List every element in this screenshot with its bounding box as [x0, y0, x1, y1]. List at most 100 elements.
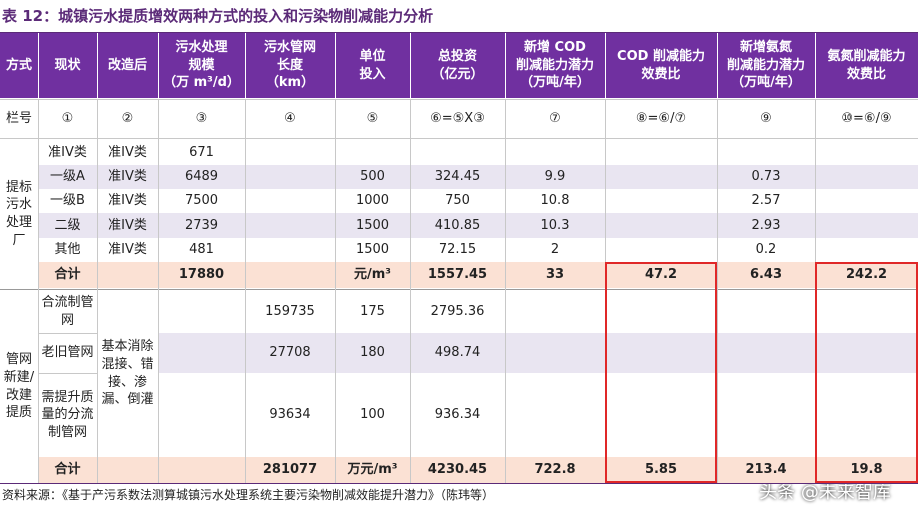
v-line: [335, 100, 336, 483]
column-number: ⑧=⑥/⑦: [635, 110, 687, 126]
column-number: ③: [195, 110, 208, 126]
total-cell: 33: [545, 267, 565, 283]
total-cell: 242.2: [845, 267, 888, 283]
cell: 2739: [184, 217, 219, 233]
cell: 0.73: [751, 169, 781, 185]
cell: 750: [445, 193, 470, 209]
v-line: [335, 33, 336, 98]
v-line: [815, 33, 816, 98]
section-label: 管网新建/改建提质: [3, 352, 35, 421]
total-cell: 281077: [262, 462, 318, 478]
total-cell: 6.43: [749, 267, 783, 283]
cell: 2: [550, 242, 560, 258]
header-line: 污水管网: [263, 40, 316, 56]
header-line: 现状: [54, 57, 81, 73]
h-line: [0, 289, 918, 290]
total-cell: 1557.45: [427, 267, 488, 283]
total-cell: 17880: [178, 267, 225, 283]
cell: 2.93: [751, 217, 781, 233]
row-bg: [38, 238, 918, 262]
cell: 180: [360, 345, 385, 361]
cell: 其他: [54, 242, 81, 258]
cell: 10.3: [540, 217, 570, 233]
cell: 500: [360, 169, 385, 185]
cell: 93634: [269, 407, 311, 423]
header-line: 长度: [276, 57, 303, 73]
cell: 2795.36: [430, 303, 485, 319]
cell: 老旧管网: [41, 345, 94, 361]
header-line: 效费比: [641, 66, 681, 82]
v-line: [158, 100, 159, 483]
column-number: ⑤: [366, 110, 379, 126]
v-line: [717, 100, 718, 483]
cell: 准IV类: [108, 242, 147, 258]
h-line: [0, 138, 918, 139]
v-line: [717, 33, 718, 98]
header-line: （km）: [265, 75, 315, 91]
column-number: ⑨: [760, 110, 772, 126]
v-line: [38, 100, 39, 483]
header-line: 改造后: [107, 57, 147, 73]
h-line: [38, 333, 97, 334]
total-cell: 合计: [54, 267, 81, 283]
header-line: 规模: [188, 57, 215, 73]
cell: 671: [189, 144, 214, 160]
cell: 27708: [269, 345, 311, 361]
h-line: [0, 32, 918, 33]
v-line: [158, 33, 159, 98]
row-bg: [38, 189, 918, 213]
cell: 一级B: [50, 193, 85, 209]
row-bg: [38, 140, 918, 165]
header-bg: [0, 33, 918, 98]
header-line: 总投资: [437, 48, 477, 64]
header-line: （万吨/年）: [731, 75, 801, 91]
header-line: 单位: [359, 48, 386, 64]
column-number: ②: [121, 110, 134, 126]
header-line: 削减能力潜力: [515, 57, 594, 73]
cell: 7500: [184, 193, 219, 209]
header-cell: 氨氮削减能力 效费比: [815, 33, 918, 98]
v-line: [410, 100, 411, 483]
header-line: 方式: [5, 57, 32, 73]
total-cell: 4230.45: [427, 462, 488, 478]
header-cell: 新增 COD 削减能力潜力 （万吨/年）: [505, 33, 605, 98]
cell: 二级: [54, 217, 81, 233]
total-bg: [38, 262, 918, 288]
h-line: [0, 483, 918, 484]
v-line: [38, 33, 39, 98]
source: 资料来源：《基于产污系数法测算城镇污水处理系统主要污染物削减效能提升潜力》（陈玮…: [2, 487, 495, 502]
cell: 1000: [355, 193, 390, 209]
cell: 100: [360, 407, 385, 423]
v-line: [97, 33, 98, 98]
header-cell: 现状: [38, 33, 97, 98]
header-line: 投入: [359, 66, 386, 82]
cell: 10.8: [540, 193, 570, 209]
header-line: 新增 COD: [524, 40, 586, 56]
total-cell: 722.8: [534, 462, 576, 478]
highlight-box: [605, 262, 717, 483]
cell: 159735: [265, 303, 315, 319]
total-cell: 5.85: [644, 462, 678, 478]
title: 表 12：城镇污水提质增效两种方式的投入和污染物削减能力分析: [2, 6, 434, 25]
header-line: COD 削减能力: [617, 48, 705, 64]
cell: 72.15: [438, 242, 477, 258]
cell: 6489: [184, 169, 219, 185]
watermark: 头条 @未来智库: [759, 481, 891, 503]
cell: 需提升质量的分流制管网: [41, 389, 94, 440]
v-line: [245, 100, 246, 483]
header-cell: 污水管网 长度 （km）: [245, 33, 335, 98]
v-line: [410, 33, 411, 98]
cell: 9.9: [544, 169, 566, 185]
v-line: [505, 100, 506, 483]
row-bg: [38, 213, 918, 238]
cell: 准IV类: [108, 217, 147, 233]
cell: 410.85: [434, 217, 481, 233]
cell: 0.2: [755, 242, 777, 258]
v-line: [505, 33, 506, 98]
header-cell: COD 削减能力 效费比: [605, 33, 717, 98]
cell: 498.74: [434, 345, 481, 361]
header-cell: 污水处理 规模 （万 m³/d）: [158, 33, 245, 98]
cell: 2.57: [751, 193, 781, 209]
merged-cell: 基本消除混接、错接、渗漏、倒灌: [101, 339, 154, 408]
